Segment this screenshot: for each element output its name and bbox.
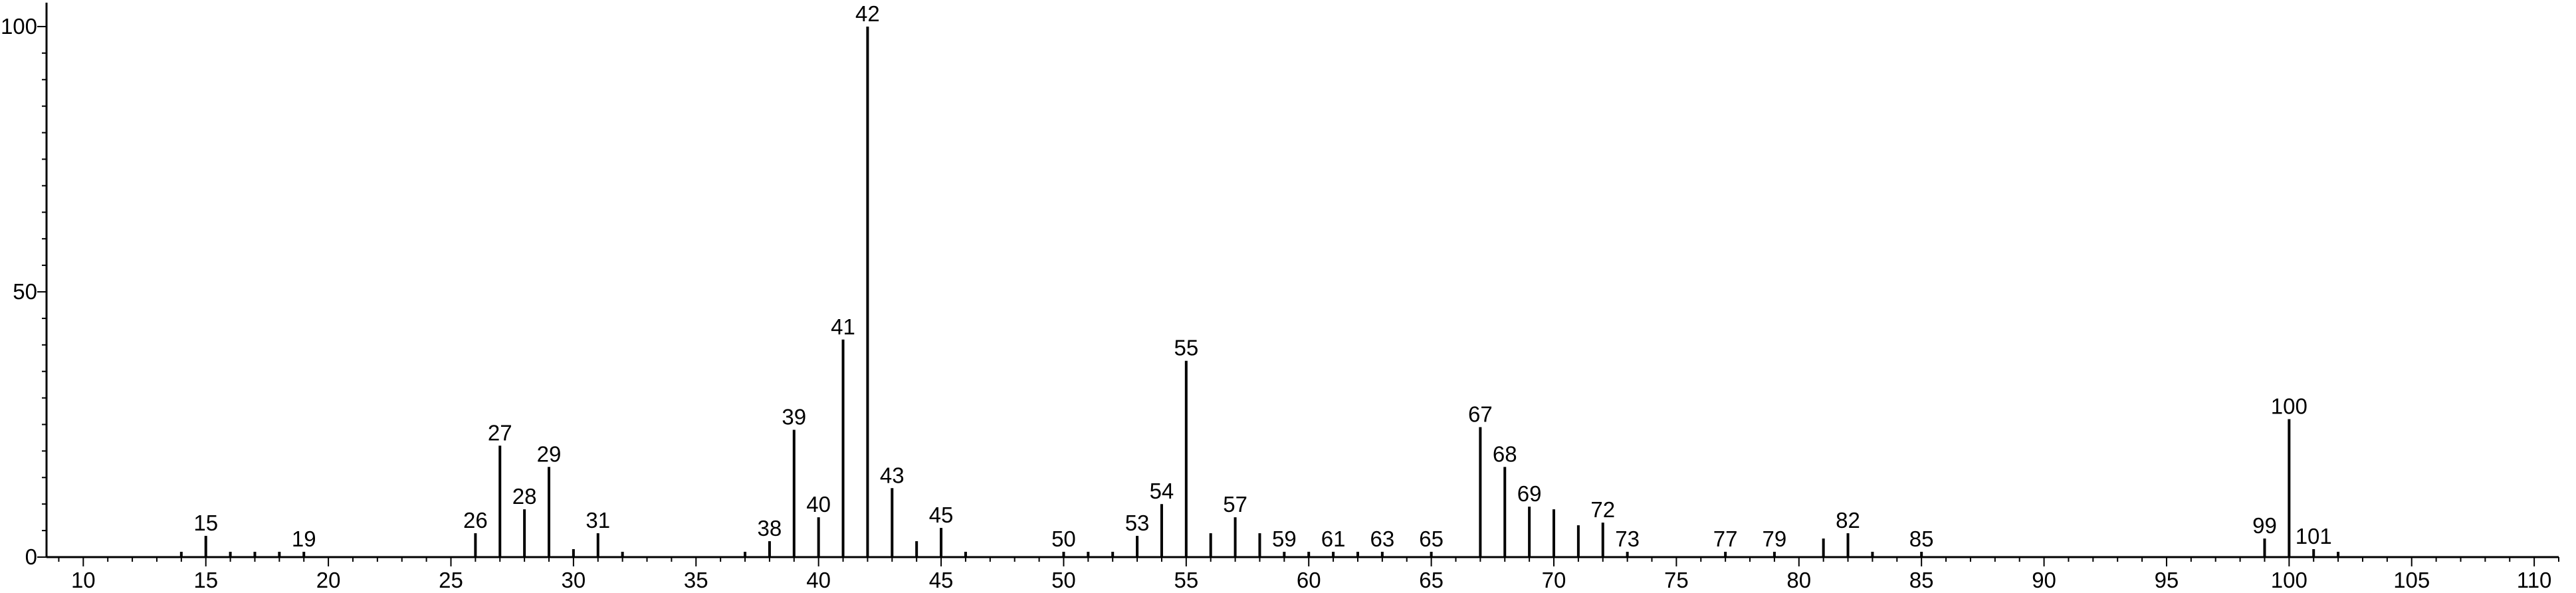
peak-label: 15	[193, 511, 218, 535]
x-tick-label: 100	[2271, 568, 2308, 592]
x-tick-label: 30	[562, 568, 586, 592]
x-tick-label: 20	[316, 568, 341, 592]
peak-label: 82	[1836, 508, 1860, 533]
peak-label: 63	[1370, 527, 1394, 551]
peak-bars	[179, 26, 2340, 557]
x-tick-label: 75	[1664, 568, 1689, 592]
peak-label: 55	[1174, 336, 1198, 360]
x-tick-label: 55	[1174, 568, 1198, 592]
x-tick-label: 90	[2032, 568, 2056, 592]
peak-label: 57	[1223, 492, 1247, 517]
peak-label: 38	[758, 516, 782, 540]
peak-label: 42	[855, 1, 880, 26]
peak-label: 85	[1909, 527, 1934, 551]
peak-label: 28	[512, 484, 537, 509]
peak-label: 67	[1468, 402, 1493, 426]
peak-label: 72	[1590, 497, 1615, 522]
peak-label: 29	[537, 441, 562, 466]
peak-label: 73	[1615, 527, 1640, 551]
peak-label: 77	[1713, 527, 1738, 551]
peak-label: 31	[586, 508, 610, 533]
x-tick-label: 105	[2393, 568, 2430, 592]
peak-label: 40	[806, 492, 831, 517]
y-tick-label: 100	[1, 14, 37, 39]
x-tick-label: 95	[2155, 568, 2179, 592]
x-tick-label: 40	[806, 568, 831, 592]
peak-label: 65	[1419, 527, 1444, 551]
peak-label: 100	[2271, 394, 2308, 419]
axis-ticks: 10 15 20 25 30 35 40 45 50 55 60 65 70 75 80 85 90 95 100 1…	[1, 14, 2559, 592]
x-tick-label: 45	[929, 568, 954, 592]
x-tick-label: 35	[684, 568, 708, 592]
peak-label: 50	[1051, 527, 1076, 551]
peak-label: 19	[292, 527, 316, 551]
peak-label: 69	[1517, 481, 1542, 506]
peak-label: 99	[2252, 513, 2277, 538]
y-tick-label: 50	[13, 279, 37, 304]
x-tick-label: 110	[2517, 568, 2552, 592]
x-tick-label: 50	[1051, 568, 1076, 592]
peak-label: 101	[2296, 524, 2332, 548]
x-tick-label: 70	[1542, 568, 1566, 592]
peak-label: 59	[1272, 527, 1297, 551]
x-tick-label: 15	[193, 568, 218, 592]
x-tick-label: 10	[71, 568, 96, 592]
peak-label: 43	[880, 463, 905, 487]
peak-label: 39	[782, 404, 806, 429]
x-tick-label: 60	[1297, 568, 1321, 592]
peak-label: 61	[1321, 527, 1346, 551]
peak-label: 26	[463, 508, 488, 533]
x-tick-label: 65	[1419, 568, 1444, 592]
x-tick-label: 85	[1909, 568, 1934, 592]
peak-label: 27	[488, 420, 512, 445]
x-tick-label: 80	[1786, 568, 1811, 592]
peak-label: 53	[1125, 511, 1150, 535]
x-tick-label: 25	[439, 568, 463, 592]
peak-label: 45	[929, 503, 954, 527]
axes	[45, 3, 2559, 558]
y-tick-label: 0	[25, 544, 37, 569]
peak-label: 79	[1763, 527, 1787, 551]
peak-label: 54	[1150, 479, 1174, 503]
peak-label: 41	[831, 314, 855, 339]
peak-label: 68	[1493, 441, 1517, 466]
